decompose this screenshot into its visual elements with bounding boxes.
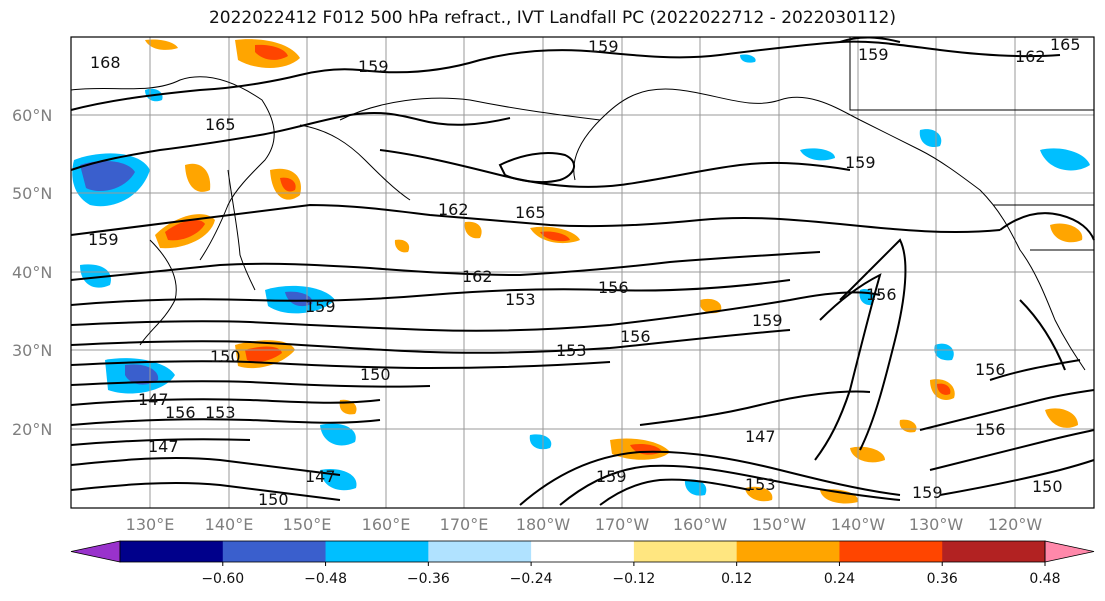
contour-label: 159 [858,45,889,64]
lat-label: 60°N [12,106,52,125]
contour-label: 147 [305,467,336,486]
contour-label: 153 [205,403,236,422]
contour-label: 150 [210,347,241,366]
colorbar-tick-label: −0.12 [612,571,655,587]
contour-label: 153 [556,341,587,360]
contour-label: 156 [165,403,196,422]
contour-label: 159 [752,311,783,330]
colorbar-segment [325,541,429,562]
colorbar-segment [222,541,327,562]
lon-label: 170°W [595,515,650,534]
lat-label: 40°N [12,263,52,282]
colorbar: −0.60 −0.48 −0.36 −0.24 −0.12 0.12 0.24 0.36 0.4… [70,540,1095,587]
colorbar-tick-label: −0.36 [407,571,450,587]
colorbar-segment [839,541,943,562]
colorbar-tick-label: −0.24 [510,571,553,587]
colorbar-outline [119,540,1046,563]
contour-label: 147 [138,390,169,409]
contour-label: 159 [588,37,619,56]
colorbar-tick-label: 0.48 [1029,571,1060,587]
contour-label: 165 [205,115,236,134]
lon-label: 130°W [909,515,964,534]
longitude-labels: 130°E 140°E 150°E 160°E 170°E 180°W 170°… [126,515,1043,534]
contour-label: 162 [1015,47,1046,66]
contour-label: 159 [358,57,389,76]
colorbar-tick-label: 0.24 [824,571,855,587]
contour-label: 159 [845,153,876,172]
colorbar-segment [633,541,738,562]
colorbar-segment [531,541,635,562]
lon-label: 160°W [673,515,728,534]
contour-label: 150 [1032,477,1063,496]
coastlines [70,37,1094,371]
contour-label: 156 [620,327,651,346]
shading-layer [72,39,1090,504]
lon-label: 150°E [283,515,332,534]
lon-label: 140°E [205,515,254,534]
contour-label: 156 [975,360,1006,379]
contour-label: 168 [90,53,121,72]
lon-label: 140°W [831,515,886,534]
latitude-labels: 60°N 50°N 40°N 30°N 20°N [12,106,52,439]
colorbar-extend-low [70,540,121,563]
colorbar-tick-label: 0.36 [927,571,958,587]
contour-lines [70,36,1095,506]
contour-label-group: 168 159 159 165 162 165 159 162 165 159 … [88,35,1081,509]
lon-label: 170°E [440,515,489,534]
lat-label: 20°N [12,420,52,439]
lon-label: 130°E [126,515,175,534]
lon-label: 180°W [516,515,571,534]
lon-label: 150°W [752,515,807,534]
contour-label: 147 [745,427,776,446]
contour-label: 156 [598,278,629,297]
contour-label: 150 [258,490,289,509]
colorbar-tick-label: −0.48 [304,571,347,587]
contour-label: 159 [596,467,627,486]
contour-label: 156 [866,285,897,304]
contour-label: 153 [505,290,536,309]
lat-label: 50°N [12,184,52,203]
lon-label: 160°E [362,515,411,534]
map-frame [70,36,1095,509]
lon-label: 120°W [988,515,1043,534]
colorbar-segment [120,541,224,562]
colorbar-segment [942,541,1046,562]
contour-label: 165 [1050,35,1081,54]
contour-label: 162 [462,267,493,286]
contour-label: 156 [975,420,1006,439]
contour-label: 165 [515,203,546,222]
contour-label: 159 [88,230,119,249]
colorbar-segment [736,541,840,562]
contour-label: 159 [305,297,336,316]
colorbar-tick-label: 0.12 [721,571,752,587]
colorbar-extend-high [1044,540,1095,563]
contour-label: 150 [360,365,391,384]
map-title: 2022022412 F012 500 hPa refract., IVT La… [208,8,896,28]
contour-label: 159 [912,483,943,502]
contour-label: 162 [438,200,469,219]
colorbar-segment [428,541,532,562]
colorbar-tick-label: −0.60 [201,571,244,587]
contour-label: 153 [745,475,776,494]
lat-label: 30°N [12,341,52,360]
contour-label: 147 [148,437,179,456]
